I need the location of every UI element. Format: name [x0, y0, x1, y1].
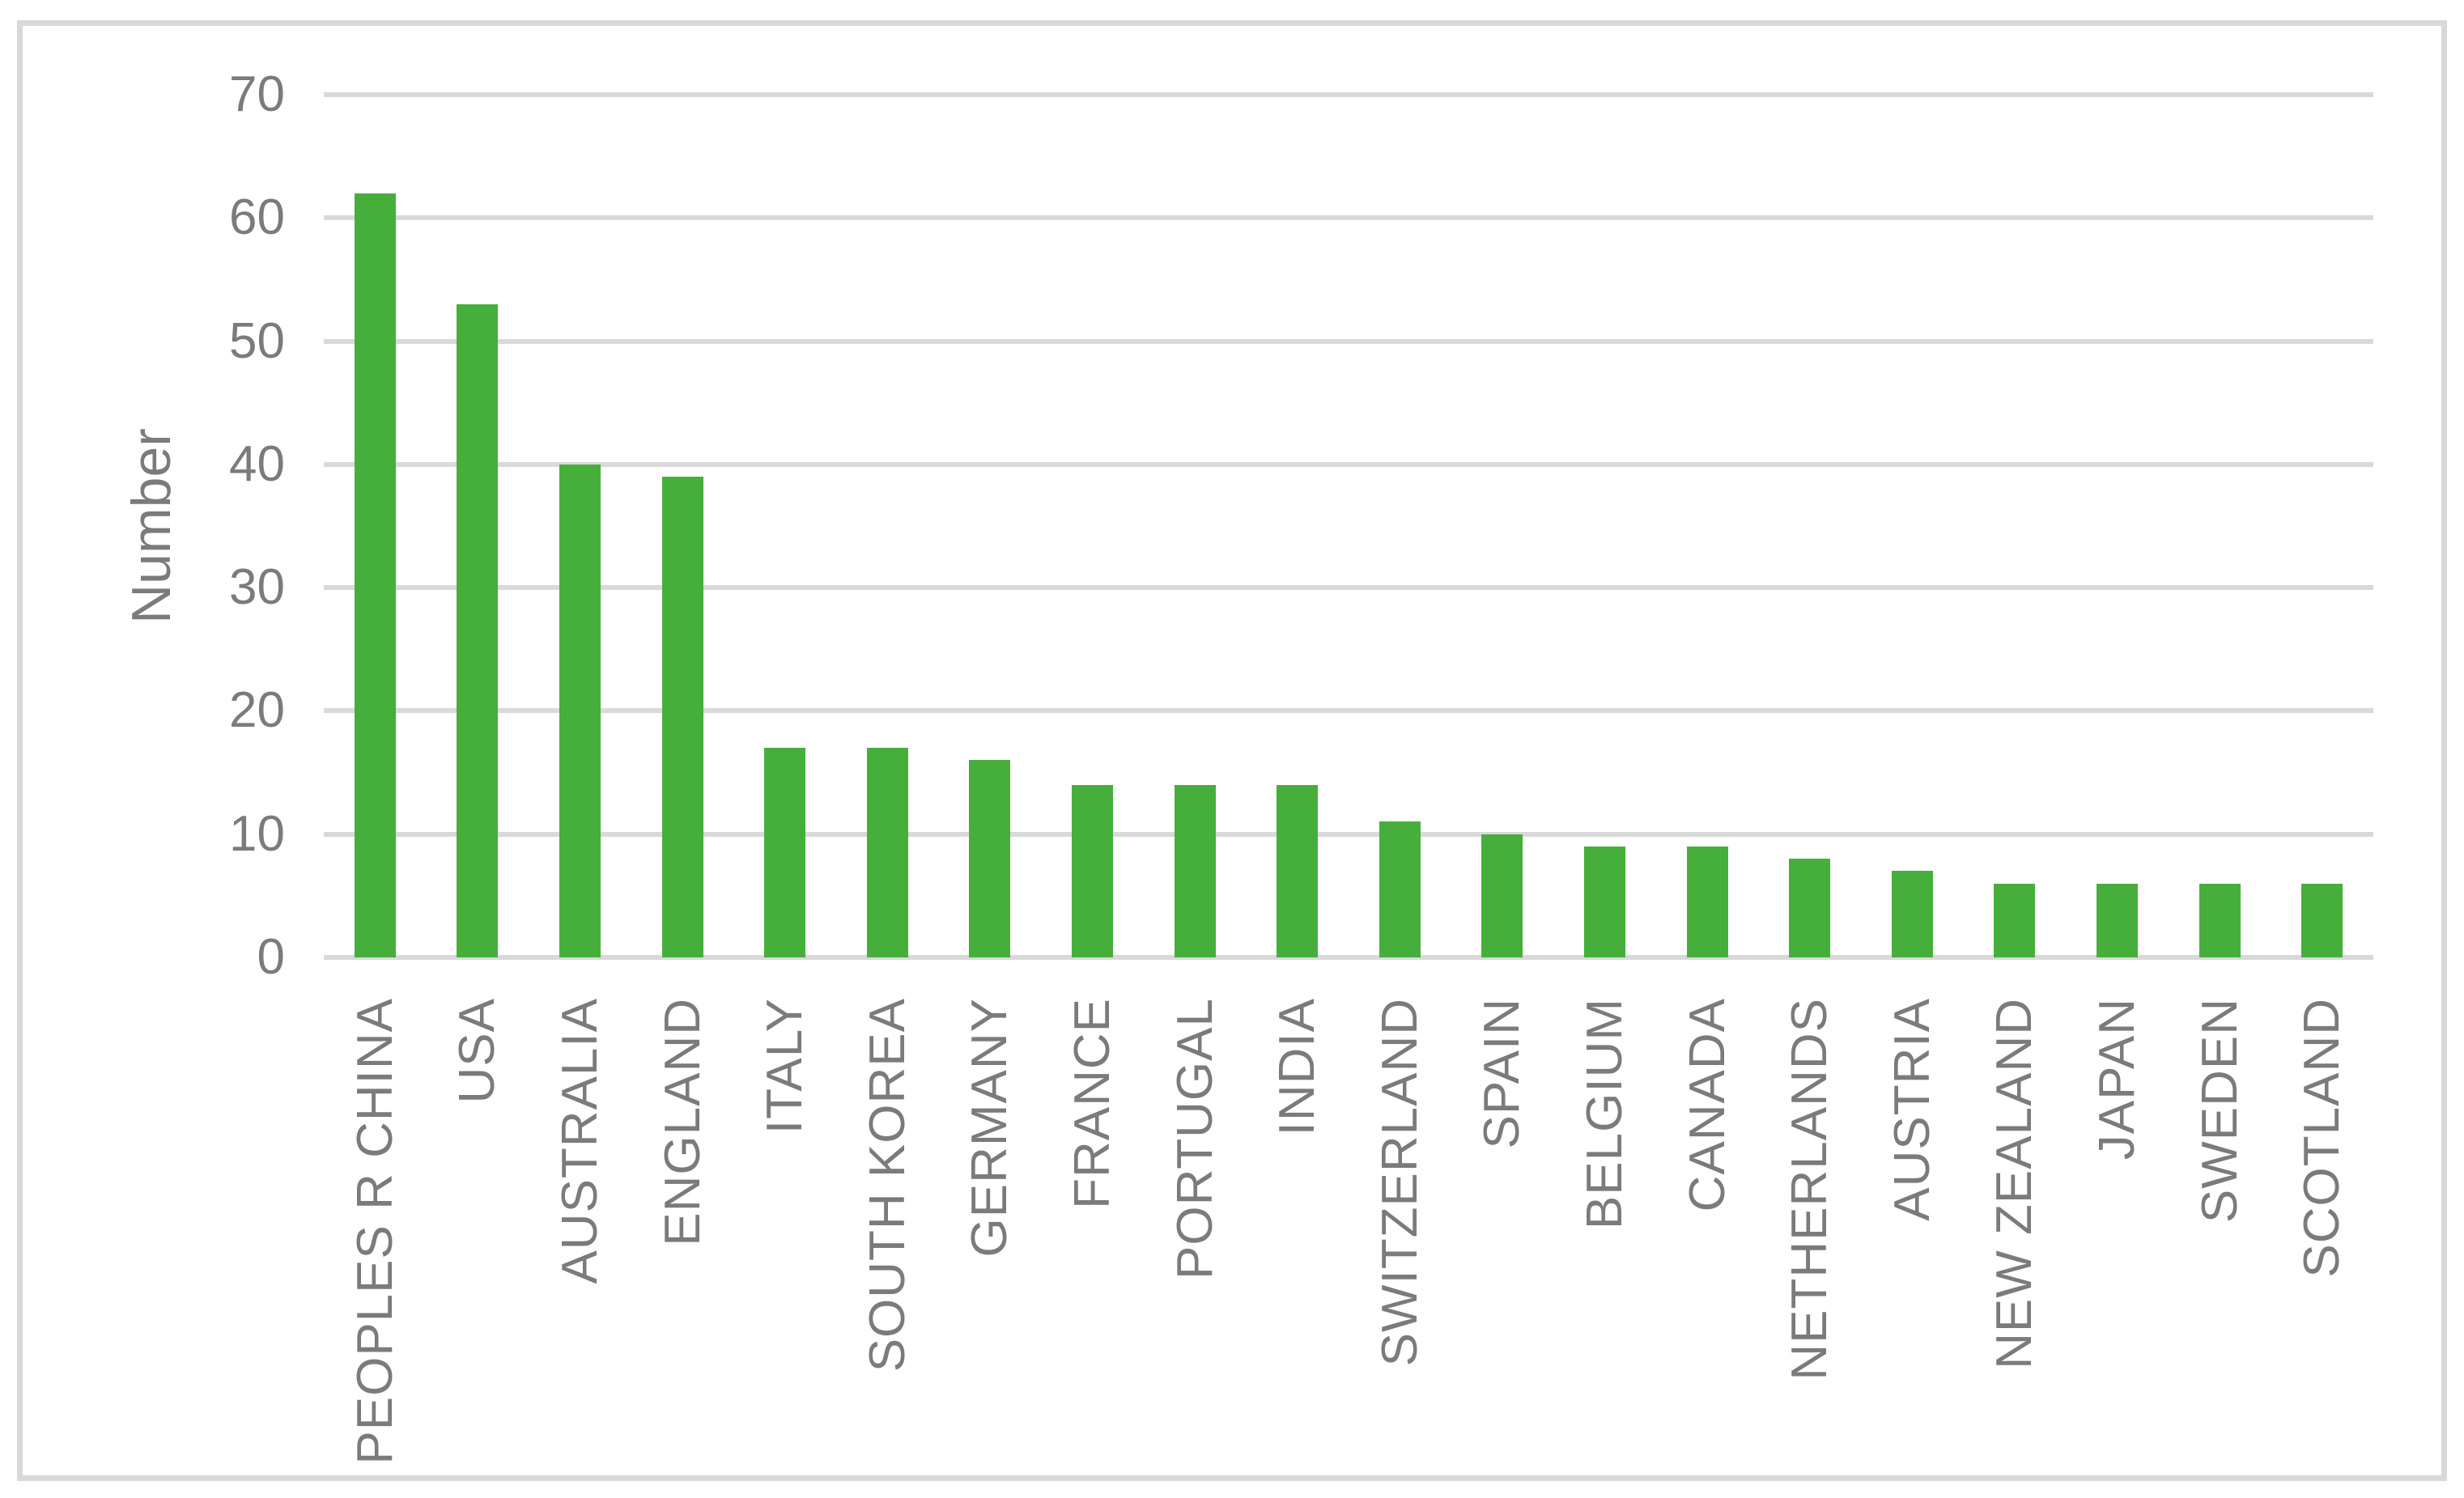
x-axis-label-text: GERMANY [962, 998, 1018, 1258]
bar [2097, 883, 2138, 957]
x-axis-label-text: CANADA [1679, 998, 1735, 1212]
y-tick-label: 40 [229, 435, 285, 492]
y-tick-label: 70 [229, 66, 285, 122]
bar [866, 748, 908, 957]
bar [2301, 883, 2343, 957]
x-axis-label-text: ENGLAND [654, 998, 711, 1246]
x-axis-label: SCOTLAND [2258, 998, 2387, 1483]
x-axis-label-text: USA [449, 998, 506, 1104]
x-axis-label-text: SOUTH KOREA [859, 998, 916, 1373]
bar [457, 303, 499, 957]
bar [661, 477, 703, 957]
bar [1379, 821, 1421, 957]
y-tick-label: 30 [229, 559, 285, 616]
bar [1481, 834, 1523, 957]
gridline [324, 708, 2373, 714]
x-axis-label-text: NETHERLANDS [1782, 998, 1838, 1381]
gridline [324, 831, 2373, 837]
y-tick-label: 60 [229, 189, 285, 246]
x-axis-label-text: BELGIUM [1577, 998, 1633, 1230]
bar [764, 748, 806, 957]
gridline [324, 215, 2373, 221]
x-axis-label-text: AUSTRALIA [552, 998, 608, 1284]
y-tick-label: 10 [229, 805, 285, 862]
bar [1277, 784, 1319, 957]
bar [1686, 846, 1728, 957]
bar [1072, 784, 1113, 957]
y-tick-label: 50 [229, 312, 285, 369]
x-axis-label-text: ITALY [757, 998, 814, 1135]
bar [1584, 846, 1625, 957]
x-axis-label-text: AUSTRIA [1884, 998, 1940, 1221]
gridline [324, 585, 2373, 591]
x-axis-label-text: INDIA [1269, 998, 1326, 1136]
y-tick-label: 20 [229, 682, 285, 739]
chart-border [17, 20, 2447, 1481]
x-axis-label-text: SWITZERLAND [1371, 998, 1428, 1367]
bar [354, 193, 396, 957]
x-axis-label-text: SCOTLAND [2294, 998, 2351, 1278]
x-axis-label-text: PORTUGAL [1166, 998, 1223, 1279]
bar [1994, 883, 2036, 957]
bar [1174, 784, 1216, 957]
bar [2198, 883, 2241, 957]
x-axis-label-text: FRANCE [1064, 998, 1120, 1209]
x-axis-label-text: SWEDEN [2191, 998, 2248, 1224]
gridline [324, 461, 2373, 467]
x-axis-label-text: SPAIN [1474, 998, 1531, 1149]
x-axis-label-text: PEOPLES R CHINA [346, 998, 403, 1465]
x-axis-label-text: NEW ZEALAND [1986, 998, 2043, 1369]
gridline [324, 955, 2373, 960]
bar [1789, 859, 1831, 957]
gridline [324, 92, 2373, 97]
gridline [324, 338, 2373, 344]
y-tick-label: 0 [257, 929, 285, 985]
bar [1891, 871, 1933, 957]
x-axis-label-text: JAPAN [2089, 998, 2145, 1161]
bar [969, 760, 1011, 957]
bar [559, 464, 601, 957]
